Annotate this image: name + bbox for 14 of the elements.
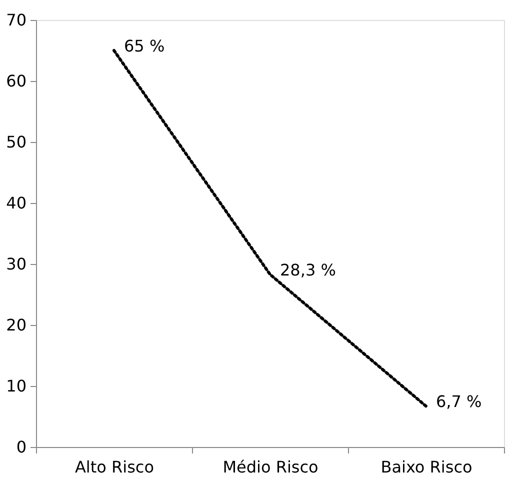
y-tick-label: 60 bbox=[6, 72, 26, 90]
x-tick-label: Alto Risco bbox=[74, 458, 154, 476]
y-tick-label: 20 bbox=[6, 316, 26, 334]
y-tick-label: 30 bbox=[6, 254, 26, 274]
x-tick-label: Médio Risco bbox=[222, 458, 318, 476]
data-label: 28,3 % bbox=[280, 260, 336, 280]
y-tick-label: 10 bbox=[6, 376, 26, 396]
data-label: 65 % bbox=[124, 36, 165, 56]
data-label: 6,7 % bbox=[436, 392, 482, 412]
y-tick-label: 40 bbox=[6, 194, 26, 212]
y-tick-label: 0 bbox=[16, 438, 26, 456]
y-tick-label: 70 bbox=[6, 10, 26, 30]
x-tick-label: Baixo Risco bbox=[380, 458, 472, 476]
y-tick-label: 50 bbox=[6, 132, 26, 152]
